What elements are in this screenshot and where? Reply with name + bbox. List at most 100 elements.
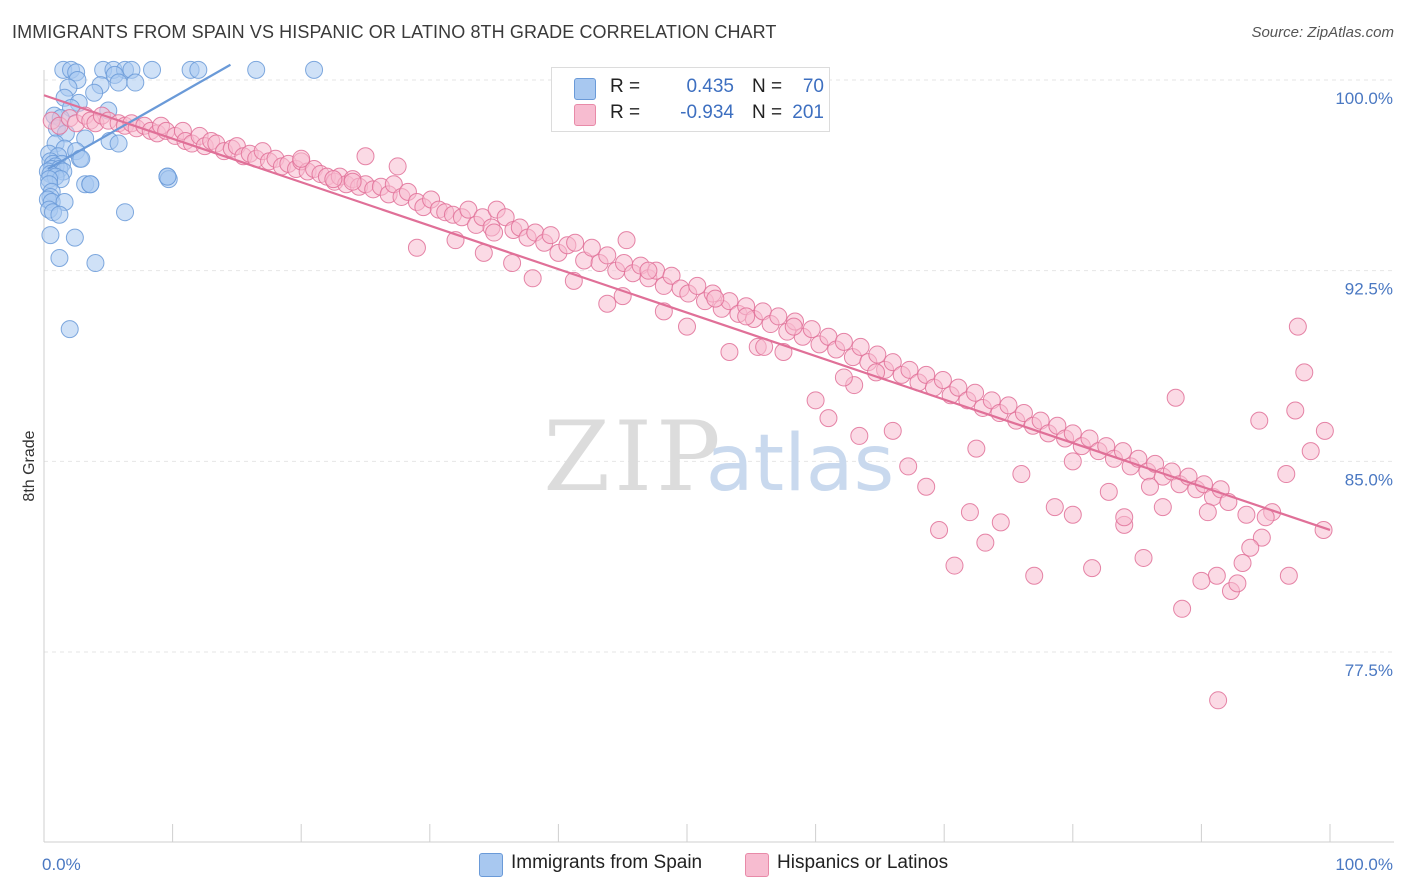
data-point — [720, 343, 739, 362]
legend-r-label: R = — [610, 76, 641, 97]
data-point — [485, 223, 504, 242]
data-point — [930, 520, 949, 539]
legend-swatch-hispanic — [745, 853, 769, 877]
legend-n-label: N = — [752, 76, 783, 97]
y-tick-label: 92.5% — [1345, 280, 1393, 299]
data-point — [1237, 505, 1256, 524]
data-point — [949, 378, 968, 397]
trend-line — [43, 94, 1331, 532]
y-tick-label: 85.0% — [1345, 470, 1393, 489]
data-point — [1207, 566, 1226, 585]
data-point — [991, 513, 1010, 532]
data-point — [85, 83, 104, 102]
data-point — [1250, 411, 1269, 430]
data-point — [1063, 505, 1082, 524]
data-point — [819, 409, 838, 428]
grid-lines — [44, 79, 1394, 653]
data-point — [65, 228, 84, 247]
data-point — [1288, 317, 1307, 336]
data-point — [1233, 554, 1252, 573]
data-point — [999, 396, 1018, 415]
data-point — [1173, 599, 1192, 618]
legend-swatch-spain — [479, 853, 503, 877]
data-point — [1277, 465, 1296, 484]
data-point — [784, 317, 803, 336]
data-point — [1198, 503, 1217, 522]
data-point — [1228, 574, 1247, 593]
data-point — [50, 248, 69, 267]
data-point — [639, 261, 658, 280]
trend-lines — [43, 63, 1331, 532]
data-point — [851, 337, 870, 356]
data-point — [566, 233, 585, 252]
data-point — [678, 317, 696, 336]
data-point — [967, 439, 986, 458]
data-point — [868, 345, 887, 364]
chart-title: IMMIGRANTS FROM SPAIN VS HISPANIC OR LAT… — [12, 22, 777, 42]
data-point — [356, 147, 375, 166]
legend-label-spain: Immigrants from Spain — [511, 852, 703, 873]
x-tick-labels: 0.0% 100.0% — [42, 855, 1393, 874]
watermark: ZIP atlas — [543, 401, 894, 513]
data-point — [834, 332, 853, 351]
data-point — [883, 421, 902, 440]
data-point — [1014, 404, 1033, 423]
source-label: Source: ZipAtlas.com — [1251, 24, 1394, 41]
data-point — [292, 149, 311, 168]
data-point — [1286, 401, 1305, 420]
legend-n-value: 201 — [792, 102, 824, 123]
legend-n-label: N = — [752, 102, 783, 123]
data-point — [598, 246, 617, 265]
data-point — [899, 457, 918, 476]
data-point — [1025, 566, 1044, 585]
data-point — [116, 203, 135, 222]
legend-swatch-hispanic — [574, 104, 596, 126]
data-point — [247, 60, 266, 79]
trend-line — [47, 63, 232, 170]
data-point — [523, 269, 542, 288]
correlation-legend: R = 0.435 N = 70 R = -0.934 N = 201 — [551, 67, 830, 132]
data-point — [933, 370, 952, 389]
data-point — [1252, 528, 1271, 547]
data-point — [143, 60, 162, 79]
data-point — [834, 368, 853, 387]
data-point — [407, 238, 426, 257]
data-point — [109, 73, 128, 92]
data-point — [966, 383, 985, 402]
series-legend: Immigrants from Spain Hispanics or Latin… — [0, 852, 1406, 878]
data-point — [976, 533, 995, 552]
data-point — [459, 200, 478, 219]
data-point — [86, 254, 105, 273]
legend-n-value: 70 — [802, 76, 824, 97]
y-tick-label: 100.0% — [1335, 89, 1393, 108]
data-point — [41, 226, 60, 245]
data-point — [109, 134, 128, 153]
data-point — [1209, 691, 1228, 710]
data-point — [806, 391, 825, 410]
data-point — [1083, 559, 1102, 578]
legend-swatch-spain — [574, 78, 596, 100]
data-point — [1099, 482, 1118, 501]
data-point — [737, 307, 756, 326]
data-point — [917, 477, 936, 496]
data-point — [343, 172, 362, 191]
legend-r-label: R = — [610, 102, 641, 123]
data-point — [582, 238, 601, 257]
y-tick-labels: 100.0% 92.5% 85.0% 77.5% — [1335, 89, 1393, 680]
legend-r-value: 0.435 — [686, 76, 734, 97]
data-point — [541, 226, 560, 245]
y-axis-label: 8th Grade — [21, 430, 38, 501]
data-point — [1315, 421, 1334, 440]
x-tick-label: 0.0% — [42, 855, 81, 874]
data-point — [769, 307, 788, 326]
series-hispanics-or-latinos — [42, 106, 1334, 710]
data-point — [1166, 388, 1185, 407]
data-point — [50, 205, 69, 224]
data-point — [1045, 498, 1064, 517]
data-point — [1140, 477, 1159, 496]
legend-r-value: -0.934 — [680, 102, 734, 123]
data-point — [706, 289, 725, 308]
data-point — [305, 60, 324, 79]
data-point — [1080, 429, 1099, 448]
